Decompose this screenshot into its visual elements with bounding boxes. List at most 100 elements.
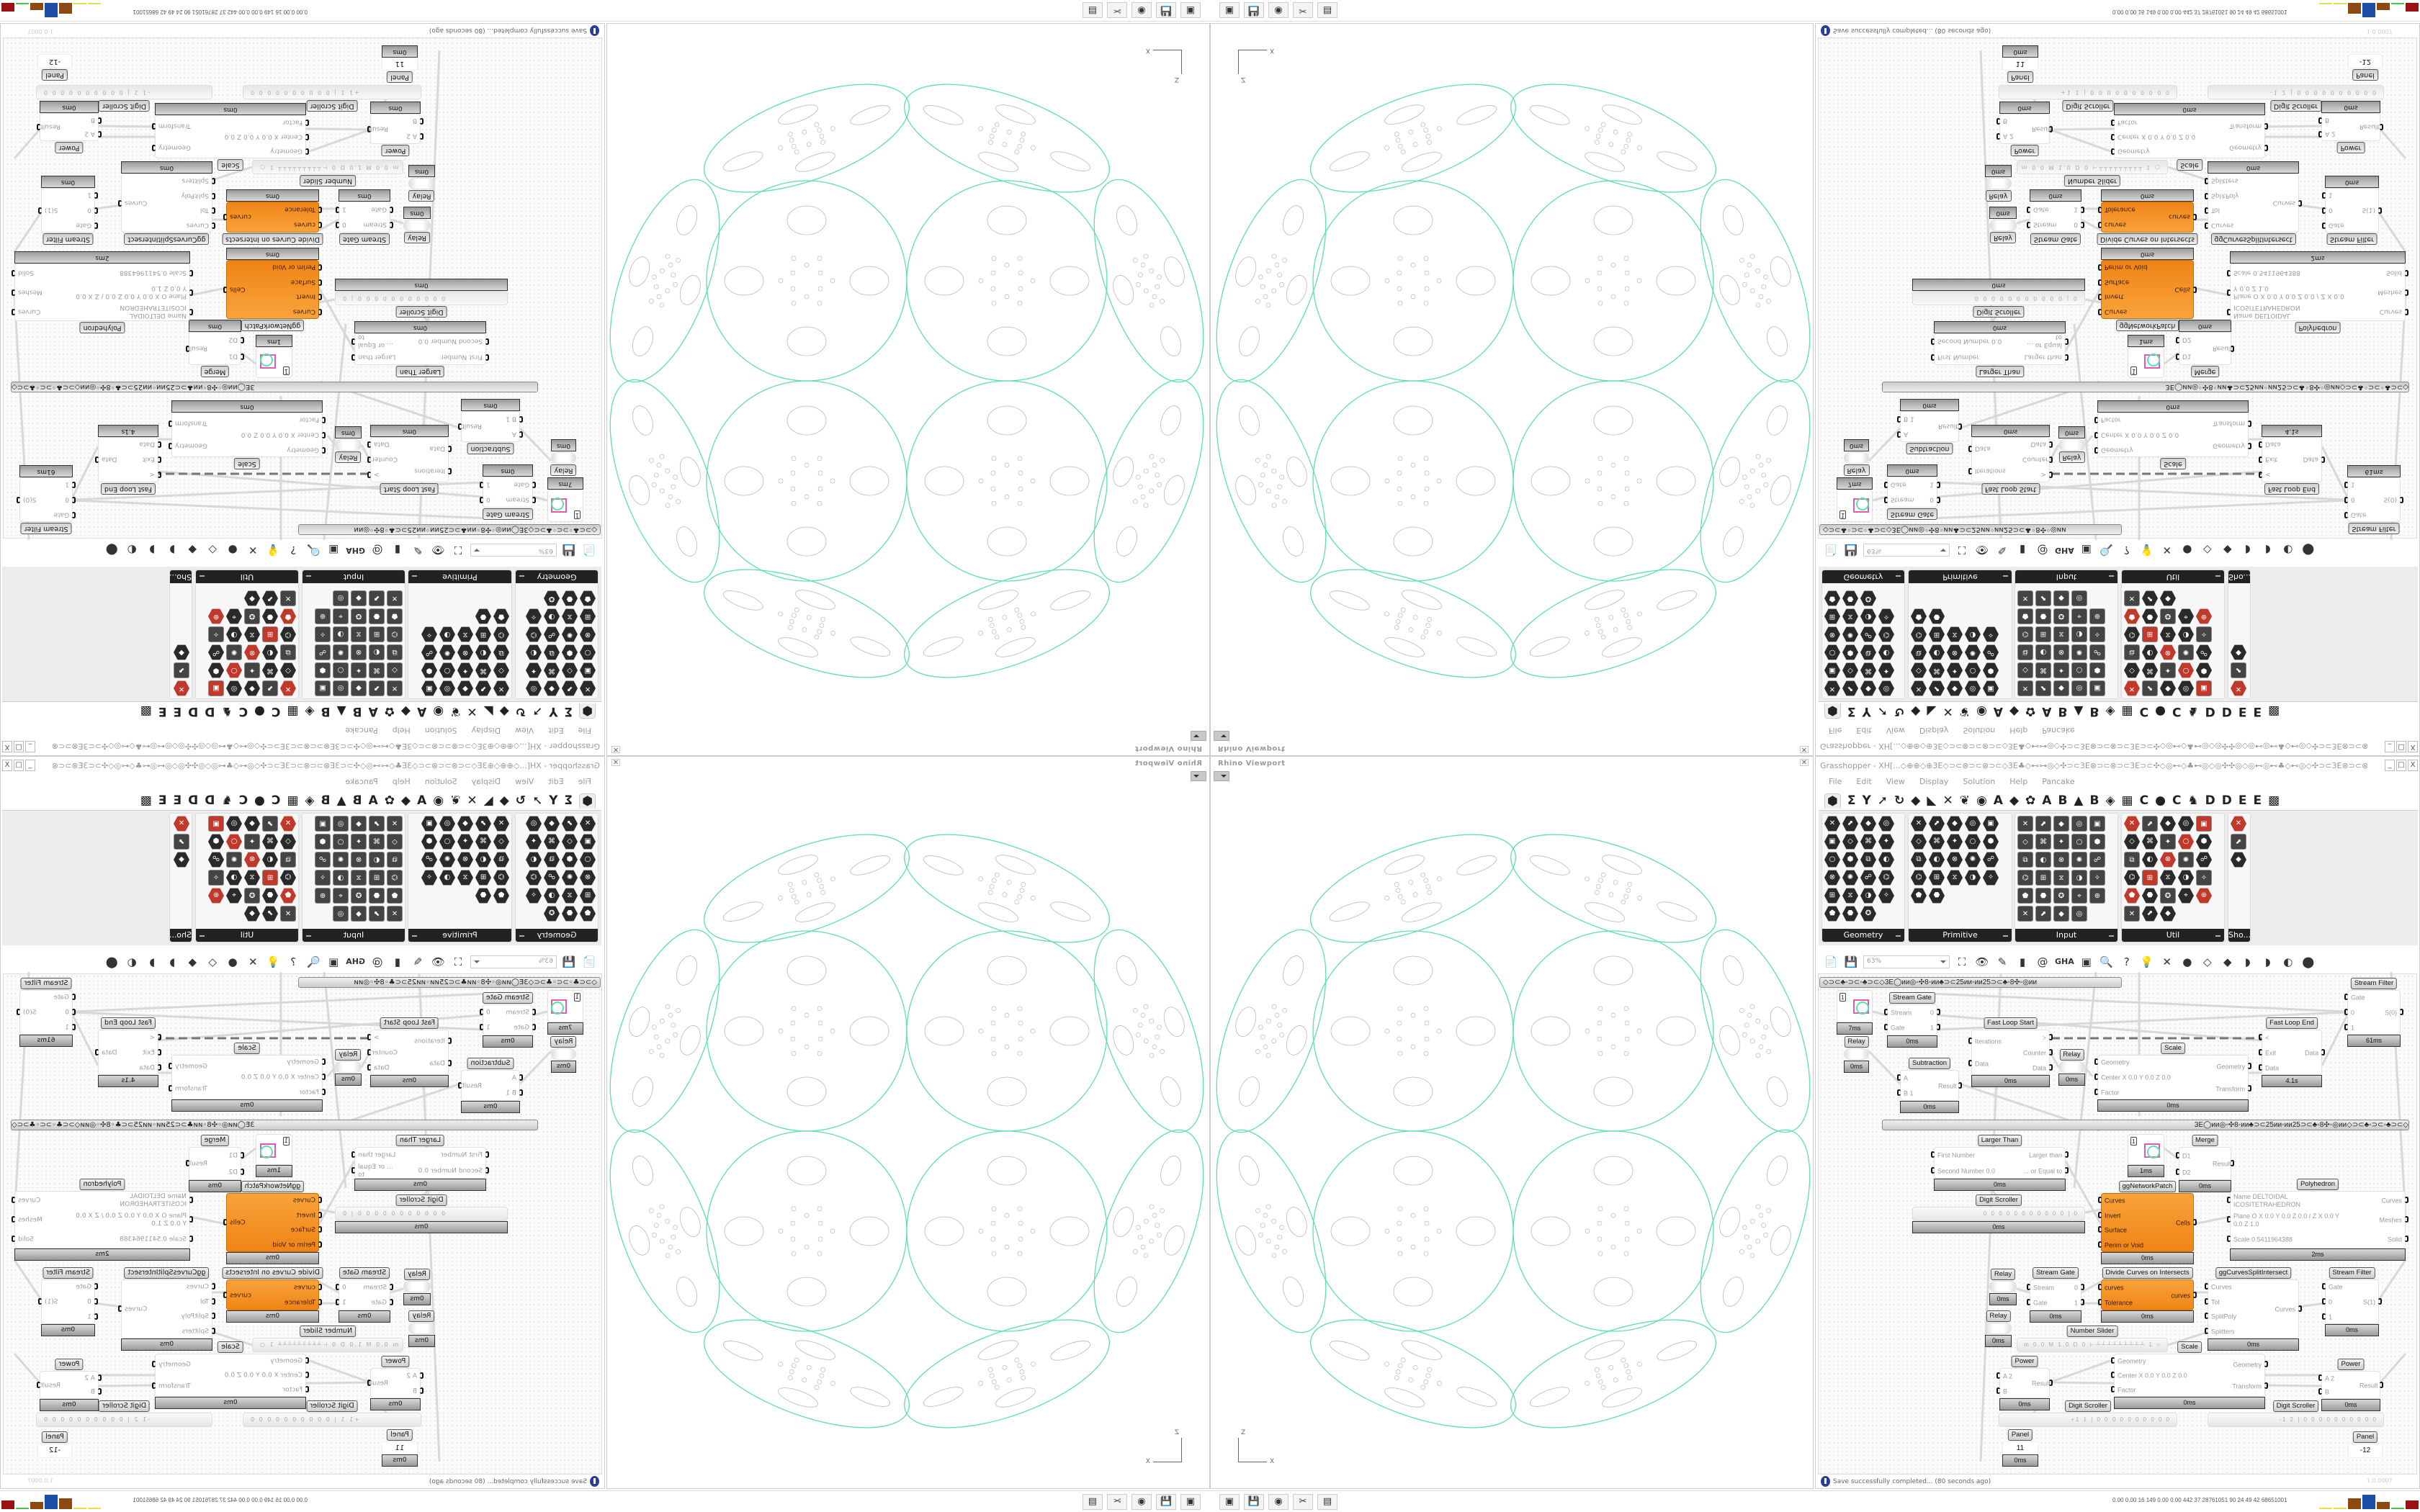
input-grip[interactable] — [318, 1241, 322, 1248]
menu-help[interactable]: Help — [2009, 777, 2028, 786]
input-param[interactable]: Gate — [371, 205, 387, 213]
component-label[interactable]: Relay — [403, 1269, 431, 1280]
input-grip[interactable] — [305, 134, 309, 140]
input-param[interactable]: 1 — [2351, 480, 2355, 488]
input-grip[interactable] — [420, 1387, 424, 1394]
palette-component-icon[interactable]: ⌘ — [2142, 834, 2158, 850]
output-param[interactable]: Data — [2303, 456, 2319, 463]
input-param[interactable]: B — [90, 116, 95, 124]
input-param[interactable]: Data — [429, 1060, 446, 1068]
output-grip[interactable] — [37, 1381, 40, 1388]
input-grip[interactable] — [2027, 222, 2030, 229]
output-grip[interactable] — [2049, 441, 2053, 449]
component-label[interactable]: Digit Scroller — [98, 100, 151, 112]
component-body[interactable]: curves Tolerance curves — [2101, 1279, 2194, 1310]
input-param[interactable]: B — [2003, 1387, 2008, 1395]
input-grip[interactable] — [485, 354, 489, 361]
output-grip[interactable] — [17, 497, 20, 503]
component-body[interactable]: Geometry Center X 0.0 Y 0.0 Z 0.0 Factor Ge… — [171, 1055, 323, 1099]
input-grip[interactable] — [305, 148, 309, 155]
output-param[interactable]: 1 — [2074, 205, 2078, 213]
component-body[interactable]: Stream Gate 0 1 — [483, 1004, 533, 1035]
component-body[interactable]: Gate 0 1 S(0) — [19, 477, 73, 522]
input-param[interactable]: Tolerance — [2105, 1299, 2133, 1307]
tab-icon[interactable]: ◆ — [1911, 793, 1921, 808]
component-body[interactable]: Gate 0 1 S(0) — [2347, 990, 2401, 1035]
input-param[interactable]: curves — [294, 220, 315, 228]
palette-group-label[interactable]: Sho... — [2228, 929, 2251, 942]
output-grip[interactable] — [2378, 207, 2382, 214]
component-body[interactable]: Geometry Center X 0.0 Y 0.0 Z 0.0 Factor Ge… — [171, 413, 323, 457]
input-param[interactable]: Iterations — [1975, 467, 2006, 474]
input-param[interactable]: Iterations — [414, 1038, 445, 1045]
output-param[interactable]: curves — [230, 1292, 251, 1299]
input-grip[interactable] — [94, 1298, 98, 1305]
input-grip[interactable] — [318, 1211, 322, 1218]
input-grip[interactable] — [2259, 441, 2262, 449]
palette-component-icon[interactable]: ☍ — [2196, 852, 2212, 868]
output-param[interactable]: Transform — [2215, 1085, 2245, 1092]
output-grip[interactable] — [458, 423, 462, 431]
panel-body[interactable]: 11 — [382, 1441, 418, 1456]
input-param[interactable]: Data — [139, 441, 156, 448]
input-grip[interactable] — [318, 206, 322, 213]
component-body[interactable]: A 2 B Result — [368, 1368, 421, 1398]
output-grip[interactable] — [336, 1299, 339, 1306]
input-param[interactable]: Stream — [363, 1284, 387, 1292]
output-param[interactable]: Curves — [18, 307, 41, 315]
output-param[interactable]: Curves — [2379, 307, 2402, 315]
component-label[interactable]: Panel — [2352, 1431, 2378, 1443]
rhino-viewport[interactable]: Rhino Viewport ✕ Z X — [1210, 756, 1814, 1489]
palette-component-icon[interactable]: ◎ — [2071, 906, 2087, 922]
component-body[interactable]: A 2 B Result — [1999, 114, 2052, 144]
input-grip[interactable] — [2227, 1216, 2231, 1223]
component-body[interactable]: Stream Gate 0 1 — [1887, 477, 1937, 508]
output-param[interactable]: Result — [368, 125, 388, 132]
output-grip[interactable] — [152, 123, 156, 130]
component-label[interactable]: Scale — [218, 159, 243, 171]
input-grip[interactable] — [1897, 415, 1901, 423]
input-grip[interactable] — [1884, 1008, 1888, 1015]
component-body[interactable]: Gate 0 1 S(1) — [41, 188, 95, 233]
component-label[interactable]: Relay — [2058, 451, 2085, 463]
output-grip[interactable] — [2264, 123, 2268, 130]
input-grip[interactable] — [1996, 1387, 2000, 1394]
palette-component-icon[interactable]: ⧉ — [2017, 852, 2033, 868]
component-body[interactable]: < Exit Data Data — [98, 437, 158, 482]
colour-swatch[interactable]: 1 — [2128, 1134, 2164, 1165]
output-param[interactable]: Curves — [125, 1305, 148, 1313]
input-grip[interactable] — [2205, 1297, 2208, 1305]
output-grip[interactable] — [1937, 497, 1940, 504]
output-param[interactable]: Result — [1938, 1082, 1957, 1089]
input-param[interactable]: D2 — [228, 336, 238, 343]
input-param[interactable]: curves — [2105, 220, 2126, 228]
output-param[interactable]: Data — [374, 441, 390, 448]
input-param[interactable]: B — [2003, 117, 2008, 125]
input-param[interactable]: Gate — [76, 221, 91, 229]
tab-icon[interactable]: A — [1993, 793, 2003, 808]
output-grip[interactable] — [2049, 1033, 2053, 1040]
output-param[interactable]: Result — [187, 344, 207, 352]
relay-body[interactable] — [2058, 439, 2085, 451]
digit-scroller[interactable]: -1 2 | 0 0 0 0 0 0 0 0 0 0 — [36, 1413, 212, 1427]
output-grip[interactable] — [152, 145, 156, 151]
output-param[interactable]: > — [374, 1034, 380, 1041]
output-grip[interactable] — [336, 222, 339, 229]
input-grip[interactable] — [2344, 994, 2348, 1001]
component-body[interactable]: Name DELTOIDAL ICOSITETRAHEDRON Plane O X… — [2230, 264, 2406, 321]
palette-component-icon[interactable]: ◆ — [2053, 816, 2069, 832]
output-grip[interactable] — [1958, 1081, 1962, 1089]
palette-component-icon[interactable]: ⊗ — [2160, 852, 2176, 868]
component-label[interactable]: Fast Loop Start — [380, 483, 439, 495]
taskbar-save-icon[interactable]: 💾 — [1156, 1494, 1176, 1510]
input-param[interactable]: Factor — [299, 1089, 319, 1097]
input-param[interactable]: Invert — [2105, 292, 2124, 300]
input-param[interactable]: Tol — [2211, 1298, 2220, 1306]
component-body[interactable]: Curves Invert Surface Perim or Void Cells — [2101, 1193, 2194, 1252]
input-grip[interactable] — [2344, 1009, 2348, 1015]
component-body[interactable]: First Number Second Number 0.0 Larger than… — [1934, 1147, 2066, 1179]
component-body[interactable]: Iterations Data > Counter Data — [1971, 437, 2050, 482]
palette-component-icon[interactable]: ◐ — [2035, 852, 2051, 868]
input-grip[interactable] — [390, 1299, 393, 1306]
